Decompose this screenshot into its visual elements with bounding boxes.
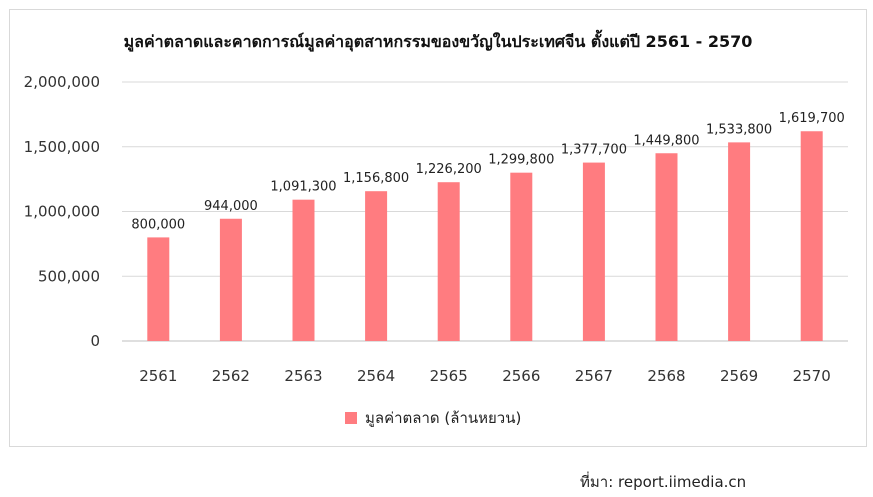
- data-label: 1,226,200: [416, 162, 482, 177]
- data-label: 1,299,800: [488, 153, 554, 168]
- x-tick-label: 2570: [793, 367, 831, 385]
- bar: [728, 142, 751, 341]
- bar: [510, 172, 533, 341]
- x-tick-label: 2565: [430, 367, 468, 385]
- legend-label: มูลค่าตลาด (ล้านหยวน): [365, 409, 522, 427]
- bar: [292, 199, 315, 341]
- source-text: ที่มา: report.iimedia.cn: [580, 473, 747, 491]
- legend: มูลค่าตลาด (ล้านหยวน): [345, 406, 521, 430]
- bar: [365, 191, 388, 341]
- x-tick-label: 2569: [720, 367, 758, 385]
- data-label: 1,156,800: [343, 171, 409, 186]
- x-tick-label: 2564: [357, 367, 395, 385]
- data-label: 944,000: [204, 199, 258, 214]
- bar: [219, 218, 242, 341]
- x-tick-label: 2562: [212, 367, 250, 385]
- bar: [147, 237, 170, 341]
- bar: [437, 182, 460, 341]
- x-tick-label: 2566: [502, 367, 540, 385]
- data-label: 1,091,300: [270, 180, 336, 195]
- bar: [800, 131, 823, 341]
- legend-swatch: [345, 412, 357, 424]
- data-label: 1,377,700: [561, 143, 627, 158]
- bar: [582, 162, 605, 341]
- y-tick-label: 500,000: [38, 267, 100, 285]
- y-tick-label: 1,500,000: [24, 138, 100, 156]
- data-label: 800,000: [131, 217, 185, 232]
- data-label: 1,533,800: [706, 122, 772, 137]
- data-label: 1,619,700: [779, 111, 845, 126]
- x-tick-label: 2561: [139, 367, 177, 385]
- x-tick-label: 2567: [575, 367, 613, 385]
- y-tick-label: 0: [90, 332, 100, 350]
- bar: [655, 153, 678, 341]
- y-tick-label: 1,000,000: [24, 203, 100, 221]
- y-tick-label: 2,000,000: [24, 73, 100, 91]
- data-label: 1,449,800: [633, 133, 699, 148]
- x-tick-label: 2563: [284, 367, 322, 385]
- chart-title: มูลค่าตลาดและคาดการณ์มูลค่าอุตสาหกรรมของ…: [123, 32, 753, 51]
- x-tick-label: 2568: [647, 367, 685, 385]
